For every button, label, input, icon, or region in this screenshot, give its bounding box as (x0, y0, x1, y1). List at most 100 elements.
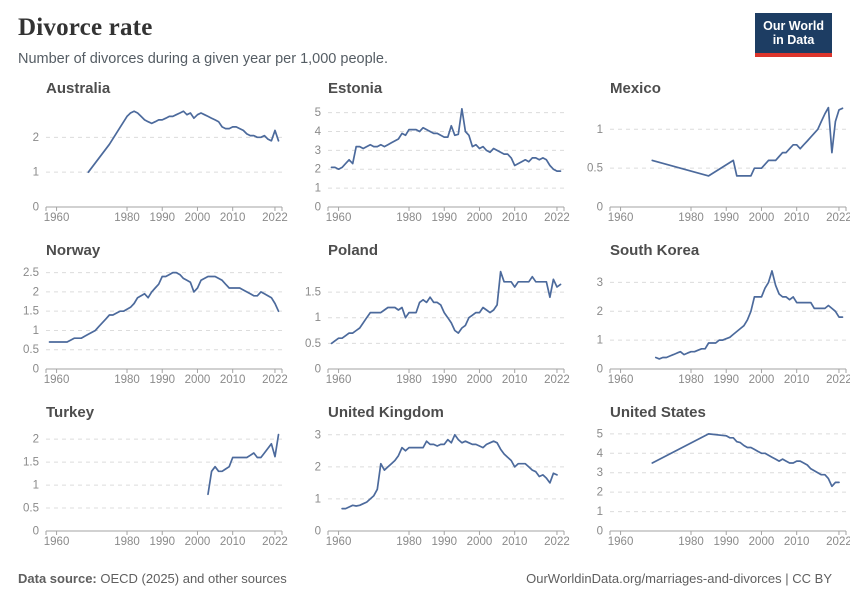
svg-text:0: 0 (33, 364, 39, 376)
svg-text:1.5: 1.5 (23, 306, 39, 318)
svg-text:2000: 2000 (185, 212, 211, 224)
svg-text:2022: 2022 (262, 536, 288, 548)
svg-text:2: 2 (597, 487, 603, 499)
svg-text:2000: 2000 (467, 374, 493, 386)
svg-text:2: 2 (315, 461, 321, 473)
chart-title: Estonia (328, 80, 383, 97)
chart-canvas: 0 1 2 3 4 5 1960 1980 1990 2000 2010 2022 (597, 428, 850, 548)
svg-text:0.5: 0.5 (23, 503, 39, 515)
svg-text:2: 2 (33, 434, 39, 446)
svg-text:1980: 1980 (396, 536, 422, 548)
svg-text:2022: 2022 (826, 536, 850, 548)
svg-text:0.5: 0.5 (587, 163, 603, 175)
chart-canvas: 0 0.5 1 1.5 2 2.5 1960 1980 1990 2000 2010 2022 (23, 267, 288, 386)
svg-text:1: 1 (33, 325, 39, 337)
chart-australia: Australia 0 1 2 1960 1980 1990 2000 2010 2022 (18, 79, 290, 235)
chart-estonia: Estonia 0 1 2 3 4 5 1960 1980 1990 2000 2010 2022 (300, 79, 572, 235)
svg-text:2: 2 (597, 306, 603, 318)
svg-text:0: 0 (33, 526, 39, 538)
svg-text:1990: 1990 (431, 374, 457, 386)
data-source-note: Data source: OECD (2025) and other sourc… (18, 571, 287, 586)
svg-text:1: 1 (315, 183, 321, 195)
svg-text:2000: 2000 (467, 212, 493, 224)
svg-text:4: 4 (315, 126, 322, 138)
svg-text:2022: 2022 (544, 212, 570, 224)
footer: Data source: OECD (2025) and other sourc… (18, 571, 832, 586)
svg-text:1990: 1990 (149, 374, 175, 386)
owid-logo-line1: Our World (763, 19, 824, 33)
page-subtitle: Number of divorces during a given year p… (18, 51, 388, 67)
svg-text:1: 1 (315, 493, 321, 505)
svg-text:1980: 1980 (396, 212, 422, 224)
chart-title: Turkey (46, 404, 95, 421)
svg-text:1: 1 (597, 506, 603, 518)
svg-text:0: 0 (315, 364, 321, 376)
header: Divorce rate Number of divorces during a… (18, 13, 832, 67)
chart-poland: Poland 0 0.5 1 1.5 1960 1980 1990 2000 2010 2022 (300, 241, 572, 397)
svg-text:1960: 1960 (44, 374, 70, 386)
svg-text:1.5: 1.5 (305, 287, 321, 299)
chart-united-states: United States 0 1 2 3 4 5 1960 1980 1990 2000 2010… (582, 403, 850, 559)
data-source-text: OECD (2025) and other sources (96, 571, 287, 586)
footer-link: OurWorldinData.org/marriages-and-divorce… (526, 571, 832, 586)
svg-text:0: 0 (315, 526, 321, 538)
svg-text:5: 5 (315, 107, 321, 119)
svg-text:2: 2 (33, 132, 39, 144)
svg-text:1980: 1980 (678, 212, 704, 224)
svg-text:1990: 1990 (431, 536, 457, 548)
owid-logo: Our World in Data (755, 13, 832, 57)
chart-south-korea: South Korea 0 1 2 3 1960 1980 1990 2000 2010 2022 (582, 241, 850, 397)
svg-text:1990: 1990 (149, 212, 175, 224)
svg-text:0: 0 (33, 202, 39, 214)
svg-text:1960: 1960 (608, 212, 634, 224)
svg-text:1980: 1980 (396, 374, 422, 386)
chart-canvas: 0 1 2 3 1960 1980 1990 2000 2010 2022 (597, 270, 850, 386)
svg-text:2010: 2010 (784, 212, 810, 224)
svg-text:2010: 2010 (502, 374, 528, 386)
chart-title: South Korea (610, 242, 700, 259)
chart-canvas: 0 0.5 1 1.5 2 1960 1980 1990 2000 2010 2022 (23, 434, 288, 548)
svg-text:1990: 1990 (431, 212, 457, 224)
svg-text:2022: 2022 (826, 374, 850, 386)
chart-canvas: 0 1 2 1960 1980 1990 2000 2010 2022 (33, 110, 288, 224)
chart-title: Norway (46, 242, 101, 259)
svg-text:2000: 2000 (749, 374, 775, 386)
svg-text:1960: 1960 (326, 374, 352, 386)
svg-text:2: 2 (315, 164, 321, 176)
svg-text:0: 0 (597, 202, 603, 214)
chart-united-kingdom: United Kingdom 0 1 2 3 1960 1980 1990 2000 2010 2… (300, 403, 572, 559)
svg-text:0.5: 0.5 (23, 344, 39, 356)
page-title: Divorce rate (18, 14, 153, 41)
svg-text:1: 1 (315, 312, 321, 324)
svg-text:2010: 2010 (784, 536, 810, 548)
svg-text:1980: 1980 (678, 374, 704, 386)
svg-text:1: 1 (597, 124, 603, 136)
svg-text:1960: 1960 (44, 536, 70, 548)
data-source-label: Data source: (18, 571, 97, 586)
svg-text:2010: 2010 (784, 374, 810, 386)
svg-text:1980: 1980 (114, 212, 140, 224)
chart-title: Poland (328, 242, 379, 259)
svg-text:1980: 1980 (678, 536, 704, 548)
svg-text:1: 1 (597, 335, 603, 347)
svg-text:3: 3 (315, 429, 321, 441)
chart-canvas: 0 1 2 3 1960 1980 1990 2000 2010 2022 (315, 429, 570, 548)
svg-text:3: 3 (597, 467, 603, 479)
svg-text:2022: 2022 (262, 212, 288, 224)
svg-text:0: 0 (315, 202, 321, 214)
chart-title: United States (610, 404, 706, 421)
owid-logo-line2: in Data (772, 33, 815, 48)
chart-canvas: 0 0.5 1 1.5 1960 1980 1990 2000 2010 2022 (305, 270, 570, 386)
svg-text:1960: 1960 (326, 212, 352, 224)
svg-text:2000: 2000 (185, 536, 211, 548)
svg-text:1980: 1980 (114, 536, 140, 548)
svg-text:1960: 1960 (44, 212, 70, 224)
chart-title: Mexico (610, 80, 661, 97)
chart-mexico: Mexico 0 0.5 1 1960 1980 1990 2000 2010 2022 (582, 79, 850, 235)
svg-text:1990: 1990 (713, 374, 739, 386)
svg-text:2010: 2010 (502, 212, 528, 224)
svg-text:2: 2 (33, 286, 39, 298)
svg-text:1.5: 1.5 (23, 457, 39, 469)
chart-canvas: 0 0.5 1 1960 1980 1990 2000 2010 2022 (587, 106, 850, 224)
